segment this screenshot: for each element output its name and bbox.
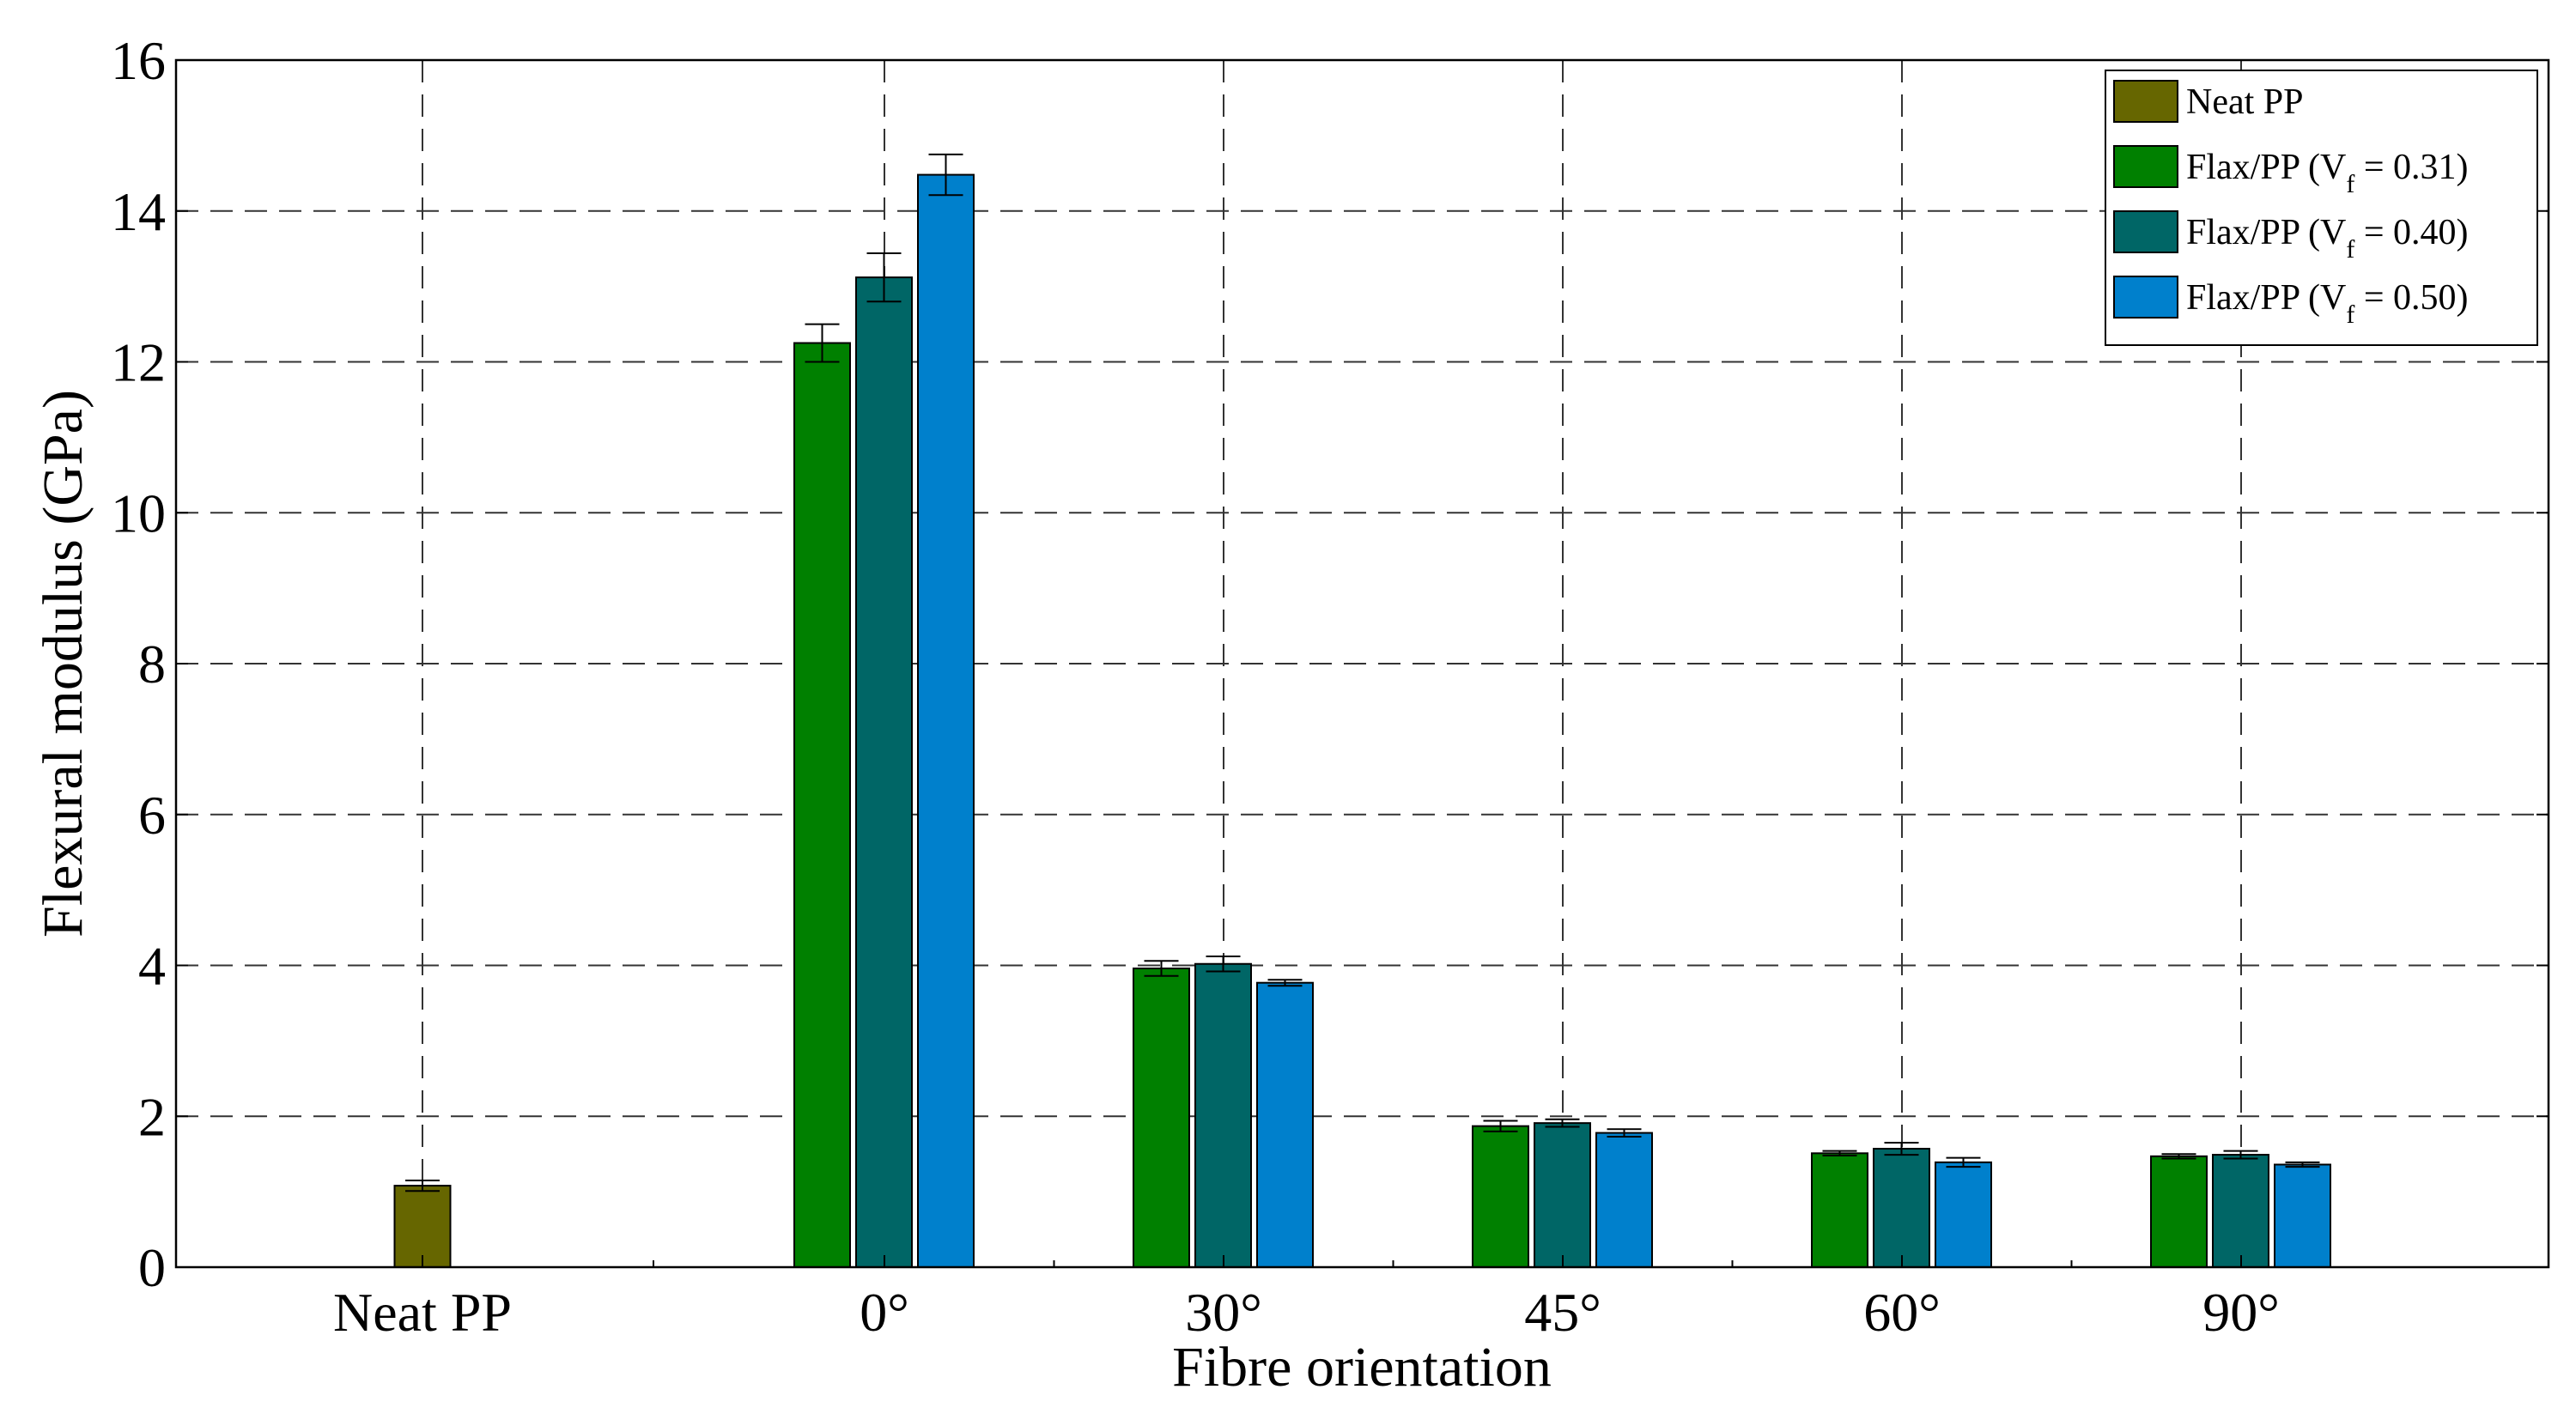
legend-item-3: Flax/PP (Vf = 0.40) (2113, 210, 2469, 264)
error-bar-3-3 (1206, 955, 1241, 973)
bar-2-2 (793, 342, 851, 1268)
bar-3-4 (1534, 1122, 1591, 1268)
bar-2-6 (2150, 1155, 2208, 1268)
error-bars (405, 153, 2320, 1192)
legend-swatch (2113, 145, 2178, 188)
bar-4-4 (1595, 1132, 1653, 1269)
bar-2-3 (1133, 968, 1190, 1268)
bar-4-5 (1935, 1161, 1992, 1269)
y-tick-label: 4 (138, 936, 166, 997)
legend-label: Neat PP (2186, 82, 2304, 122)
error-bar-2-2 (805, 323, 840, 363)
x-tick-label: 90° (2202, 1282, 2280, 1343)
error-bar-4-2 (928, 153, 963, 197)
error-bar-3-6 (2223, 1150, 2258, 1160)
legend-item-4: Flax/PP (Vf = 0.50) (2113, 276, 2469, 329)
error-bar-4-3 (1267, 979, 1303, 987)
error-bar-3-5 (1884, 1142, 1919, 1156)
x-tick-label: 0° (860, 1282, 909, 1343)
bar-2-4 (1472, 1125, 1529, 1268)
legend-item-2: Flax/PP (Vf = 0.31) (2113, 145, 2469, 198)
y-tick-label: 14 (111, 181, 166, 242)
y-tick-label: 0 (138, 1237, 166, 1298)
x-tick-labels: Neat PP 0° 30° 45° 60° 90° (333, 1282, 2280, 1343)
bar-4-3 (1256, 981, 1314, 1269)
error-bar-2-5 (1822, 1150, 1857, 1156)
legend-swatch (2113, 276, 2178, 319)
axis-ticks (176, 59, 2549, 1268)
legend: Neat PP Flax/PP (Vf = 0.31) Flax/PP (Vf = … (2105, 70, 2538, 346)
legend-label: Flax/PP (Vf = 0.31) (2186, 148, 2469, 198)
legend-item-1: Neat PP (2113, 80, 2304, 123)
y-tick-labels: 0 2 4 6 8 10 12 14 16 (111, 30, 166, 1298)
bar-4-2 (917, 173, 975, 1269)
legend-label: Flax/PP (Vf = 0.40) (2186, 213, 2469, 264)
y-tick-label: 2 (138, 1086, 166, 1147)
bar-2-5 (1811, 1152, 1868, 1268)
error-bar-4-5 (1946, 1156, 1981, 1168)
error-bar-2-4 (1483, 1120, 1518, 1132)
y-tick-label: 16 (111, 30, 166, 91)
bar-3-2 (855, 276, 913, 1269)
legend-swatch (2113, 80, 2178, 123)
bar-3-6 (2212, 1154, 2269, 1269)
legend-label: Flax/PP (Vf = 0.50) (2186, 278, 2469, 329)
legend-swatch (2113, 210, 2178, 253)
error-bar-3-4 (1545, 1118, 1580, 1128)
y-tick-label: 10 (111, 482, 166, 543)
error-bar-4-6 (2285, 1161, 2320, 1168)
x-axis-title: Fibre orientation (1172, 1336, 1552, 1399)
bars (393, 173, 2331, 1269)
error-bar-2-6 (2161, 1153, 2196, 1160)
y-tick-label: 6 (138, 785, 166, 846)
bar-1-1 (393, 1185, 452, 1268)
error-bar-3-2 (866, 252, 902, 303)
x-tick-label: 30° (1185, 1282, 1262, 1343)
y-axis-title: Flexural modulus (GPa) (32, 390, 94, 938)
x-tick-label: Neat PP (333, 1282, 512, 1343)
y-tick-label: 12 (111, 332, 166, 393)
error-bar-4-4 (1607, 1128, 1642, 1138)
bar-4-6 (2274, 1163, 2331, 1268)
y-tick-label: 8 (138, 634, 166, 695)
error-bar-2-3 (1144, 960, 1179, 977)
error-bar-1-1 (405, 1179, 440, 1192)
x-tick-label: 60° (1863, 1282, 1941, 1343)
x-tick-label: 45° (1524, 1282, 1601, 1343)
bar-3-5 (1873, 1148, 1930, 1268)
bar-3-3 (1194, 962, 1252, 1269)
